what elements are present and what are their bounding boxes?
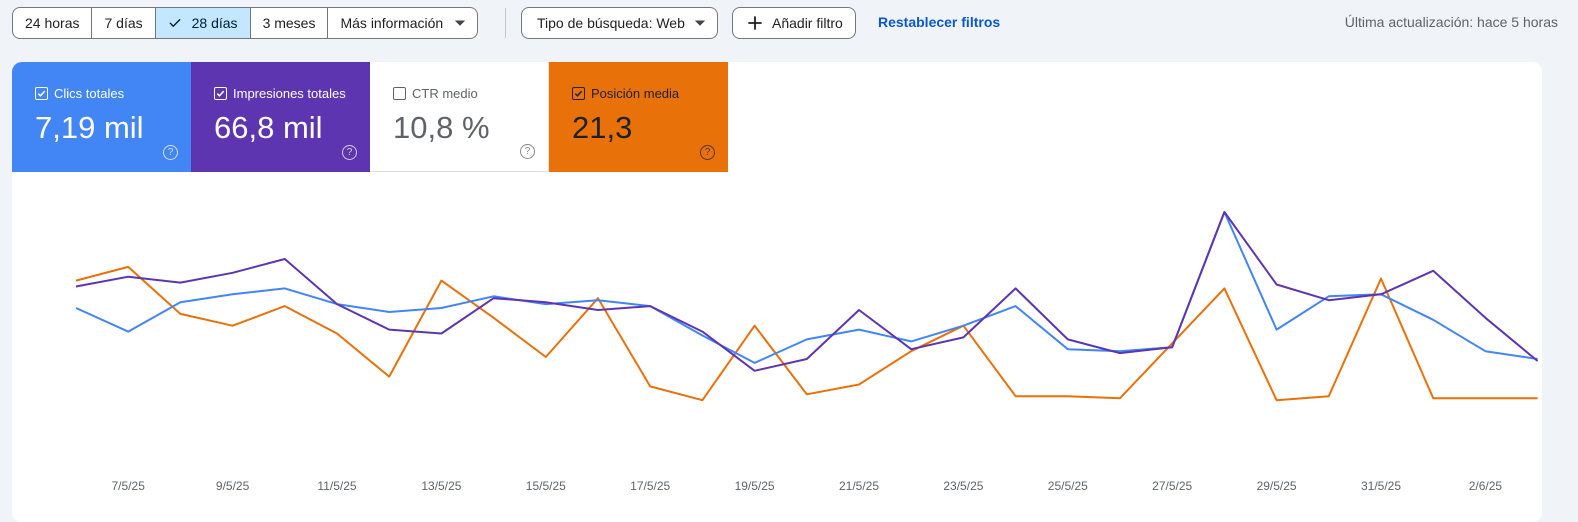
toolbar-divider bbox=[505, 8, 506, 38]
metric-value: 7,19 mil bbox=[35, 110, 144, 145]
date-range-selector: 24 horas 7 días 28 días 3 meses Más info… bbox=[12, 7, 479, 39]
metric-label: CTR medio bbox=[412, 86, 478, 101]
metric-card-impressions[interactable]: Impresiones totales 66,8 mil ? bbox=[191, 62, 370, 172]
x-tick-label: 21/5/25 bbox=[839, 479, 879, 493]
checkbox-checked-icon[interactable] bbox=[572, 87, 585, 100]
x-tick-label: 17/5/25 bbox=[630, 479, 670, 493]
range-label: 7 días bbox=[104, 15, 143, 31]
range-24h-button[interactable]: 24 horas bbox=[13, 8, 93, 38]
search-type-label: Tipo de búsqueda: Web bbox=[537, 15, 685, 31]
reset-filters-link[interactable]: Restablecer filtros bbox=[878, 14, 1001, 30]
metric-header: Posición media bbox=[572, 86, 679, 101]
add-filter-button[interactable]: Añadir filtro bbox=[732, 7, 856, 39]
checkbox-checked-icon[interactable] bbox=[214, 87, 227, 100]
x-tick-label: 29/5/25 bbox=[1257, 479, 1297, 493]
help-icon[interactable]: ? bbox=[342, 145, 357, 160]
x-tick-label: 13/5/25 bbox=[421, 479, 461, 493]
x-tick-label: 27/5/25 bbox=[1152, 479, 1192, 493]
range-7d-button[interactable]: 7 días bbox=[92, 8, 156, 38]
x-tick-label: 25/5/25 bbox=[1048, 479, 1088, 493]
x-tick-label: 31/5/25 bbox=[1361, 479, 1401, 493]
metric-label: Clics totales bbox=[54, 86, 125, 101]
x-tick-label: 9/5/25 bbox=[216, 479, 250, 493]
performance-chart: 7/5/25 9/5/25 11/5/25 13/5/25 15/5/25 17/5/25… bbox=[12, 172, 1542, 509]
x-tick-label: 23/5/25 bbox=[943, 479, 983, 493]
line-chart: 7/5/25 9/5/25 11/5/25 13/5/25 15/5/25 17/5/25… bbox=[75, 211, 1539, 493]
metric-header: CTR medio bbox=[393, 86, 478, 101]
range-label: 28 días bbox=[191, 15, 238, 31]
x-tick-label: 19/5/25 bbox=[735, 479, 775, 493]
metric-value: 10,8 % bbox=[393, 110, 490, 145]
last-update-text: Última actualización: hace 5 horas bbox=[1344, 14, 1558, 30]
x-tick-label: 11/5/25 bbox=[317, 479, 356, 493]
metric-card-ctr[interactable]: CTR medio 10,8 % ? bbox=[370, 62, 549, 172]
series-line-position[interactable] bbox=[75, 265, 1538, 402]
metric-value: 21,3 bbox=[572, 110, 633, 145]
series-line-clicks[interactable] bbox=[75, 211, 1538, 364]
x-tick-label: 15/5/25 bbox=[526, 479, 566, 493]
help-icon[interactable]: ? bbox=[700, 145, 715, 160]
metric-header: Impresiones totales bbox=[214, 86, 346, 101]
metric-value: 66,8 mil bbox=[214, 110, 323, 145]
more-ranges-dropdown[interactable]: Más información bbox=[328, 8, 477, 38]
toolbar: 24 horas 7 días 28 días 3 meses Más info… bbox=[0, 0, 1578, 46]
more-label: Más información bbox=[340, 15, 444, 31]
x-tick-label: 7/5/25 bbox=[112, 479, 146, 493]
search-type-dropdown[interactable]: Tipo de búsqueda: Web bbox=[521, 7, 718, 39]
checkbox-checked-icon[interactable] bbox=[35, 87, 48, 100]
metric-card-position[interactable]: Posición media 21,3 ? bbox=[549, 62, 728, 172]
metric-card-clicks[interactable]: Clics totales 7,19 mil ? bbox=[12, 62, 191, 172]
checkbox-unchecked-icon[interactable] bbox=[393, 87, 406, 100]
range-label: 3 meses bbox=[262, 15, 316, 31]
series-line-impressions[interactable] bbox=[75, 211, 1539, 372]
metric-header: Clics totales bbox=[35, 86, 124, 101]
metric-label: Impresiones totales bbox=[233, 86, 346, 101]
range-3m-button[interactable]: 3 meses bbox=[251, 8, 329, 38]
plus-icon bbox=[748, 16, 762, 30]
caret-down-icon bbox=[455, 20, 466, 26]
range-label: 24 horas bbox=[25, 15, 80, 31]
x-tick-label: 2/6/25 bbox=[1469, 479, 1503, 493]
check-icon bbox=[168, 16, 184, 30]
add-filter-label: Añadir filtro bbox=[772, 15, 843, 31]
help-icon[interactable]: ? bbox=[520, 144, 535, 159]
metric-label: Posición media bbox=[591, 86, 680, 101]
help-icon[interactable]: ? bbox=[163, 145, 178, 160]
performance-card: Clics totales 7,19 mil ? Impresiones tot… bbox=[12, 62, 1542, 522]
caret-down-icon bbox=[694, 20, 705, 26]
range-28d-button[interactable]: 28 días bbox=[155, 8, 251, 38]
